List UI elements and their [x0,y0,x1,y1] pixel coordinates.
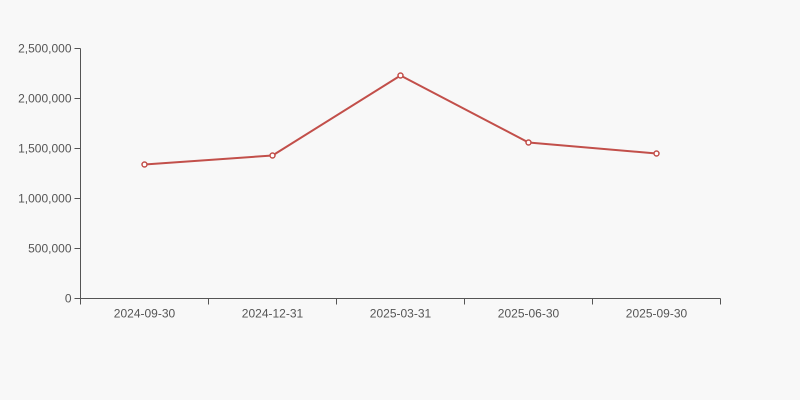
y-axis-tick-label: 0 [65,292,72,306]
y-axis-tick-label: 500,000 [28,242,72,256]
x-axis-tick-label: 2025-03-31 [370,307,432,321]
x-axis-tick-label: 2024-12-31 [242,307,304,321]
x-axis-tick-label: 2025-06-30 [498,307,560,321]
data-point-marker[interactable] [397,72,404,79]
x-axis-tick-label: 2025-09-30 [626,307,688,321]
data-point-marker[interactable] [141,161,148,168]
y-axis-tick-label: 1,000,000 [18,192,72,206]
y-axis-tick-label: 2,500,000 [18,42,72,56]
y-axis-tick-label: 2,000,000 [18,92,72,106]
data-point-marker[interactable] [525,139,532,146]
y-axis-tick-label: 1,500,000 [18,142,72,156]
data-point-marker[interactable] [269,152,276,159]
x-axis-tick-label: 2024-09-30 [114,307,176,321]
data-point-marker[interactable] [653,150,660,157]
